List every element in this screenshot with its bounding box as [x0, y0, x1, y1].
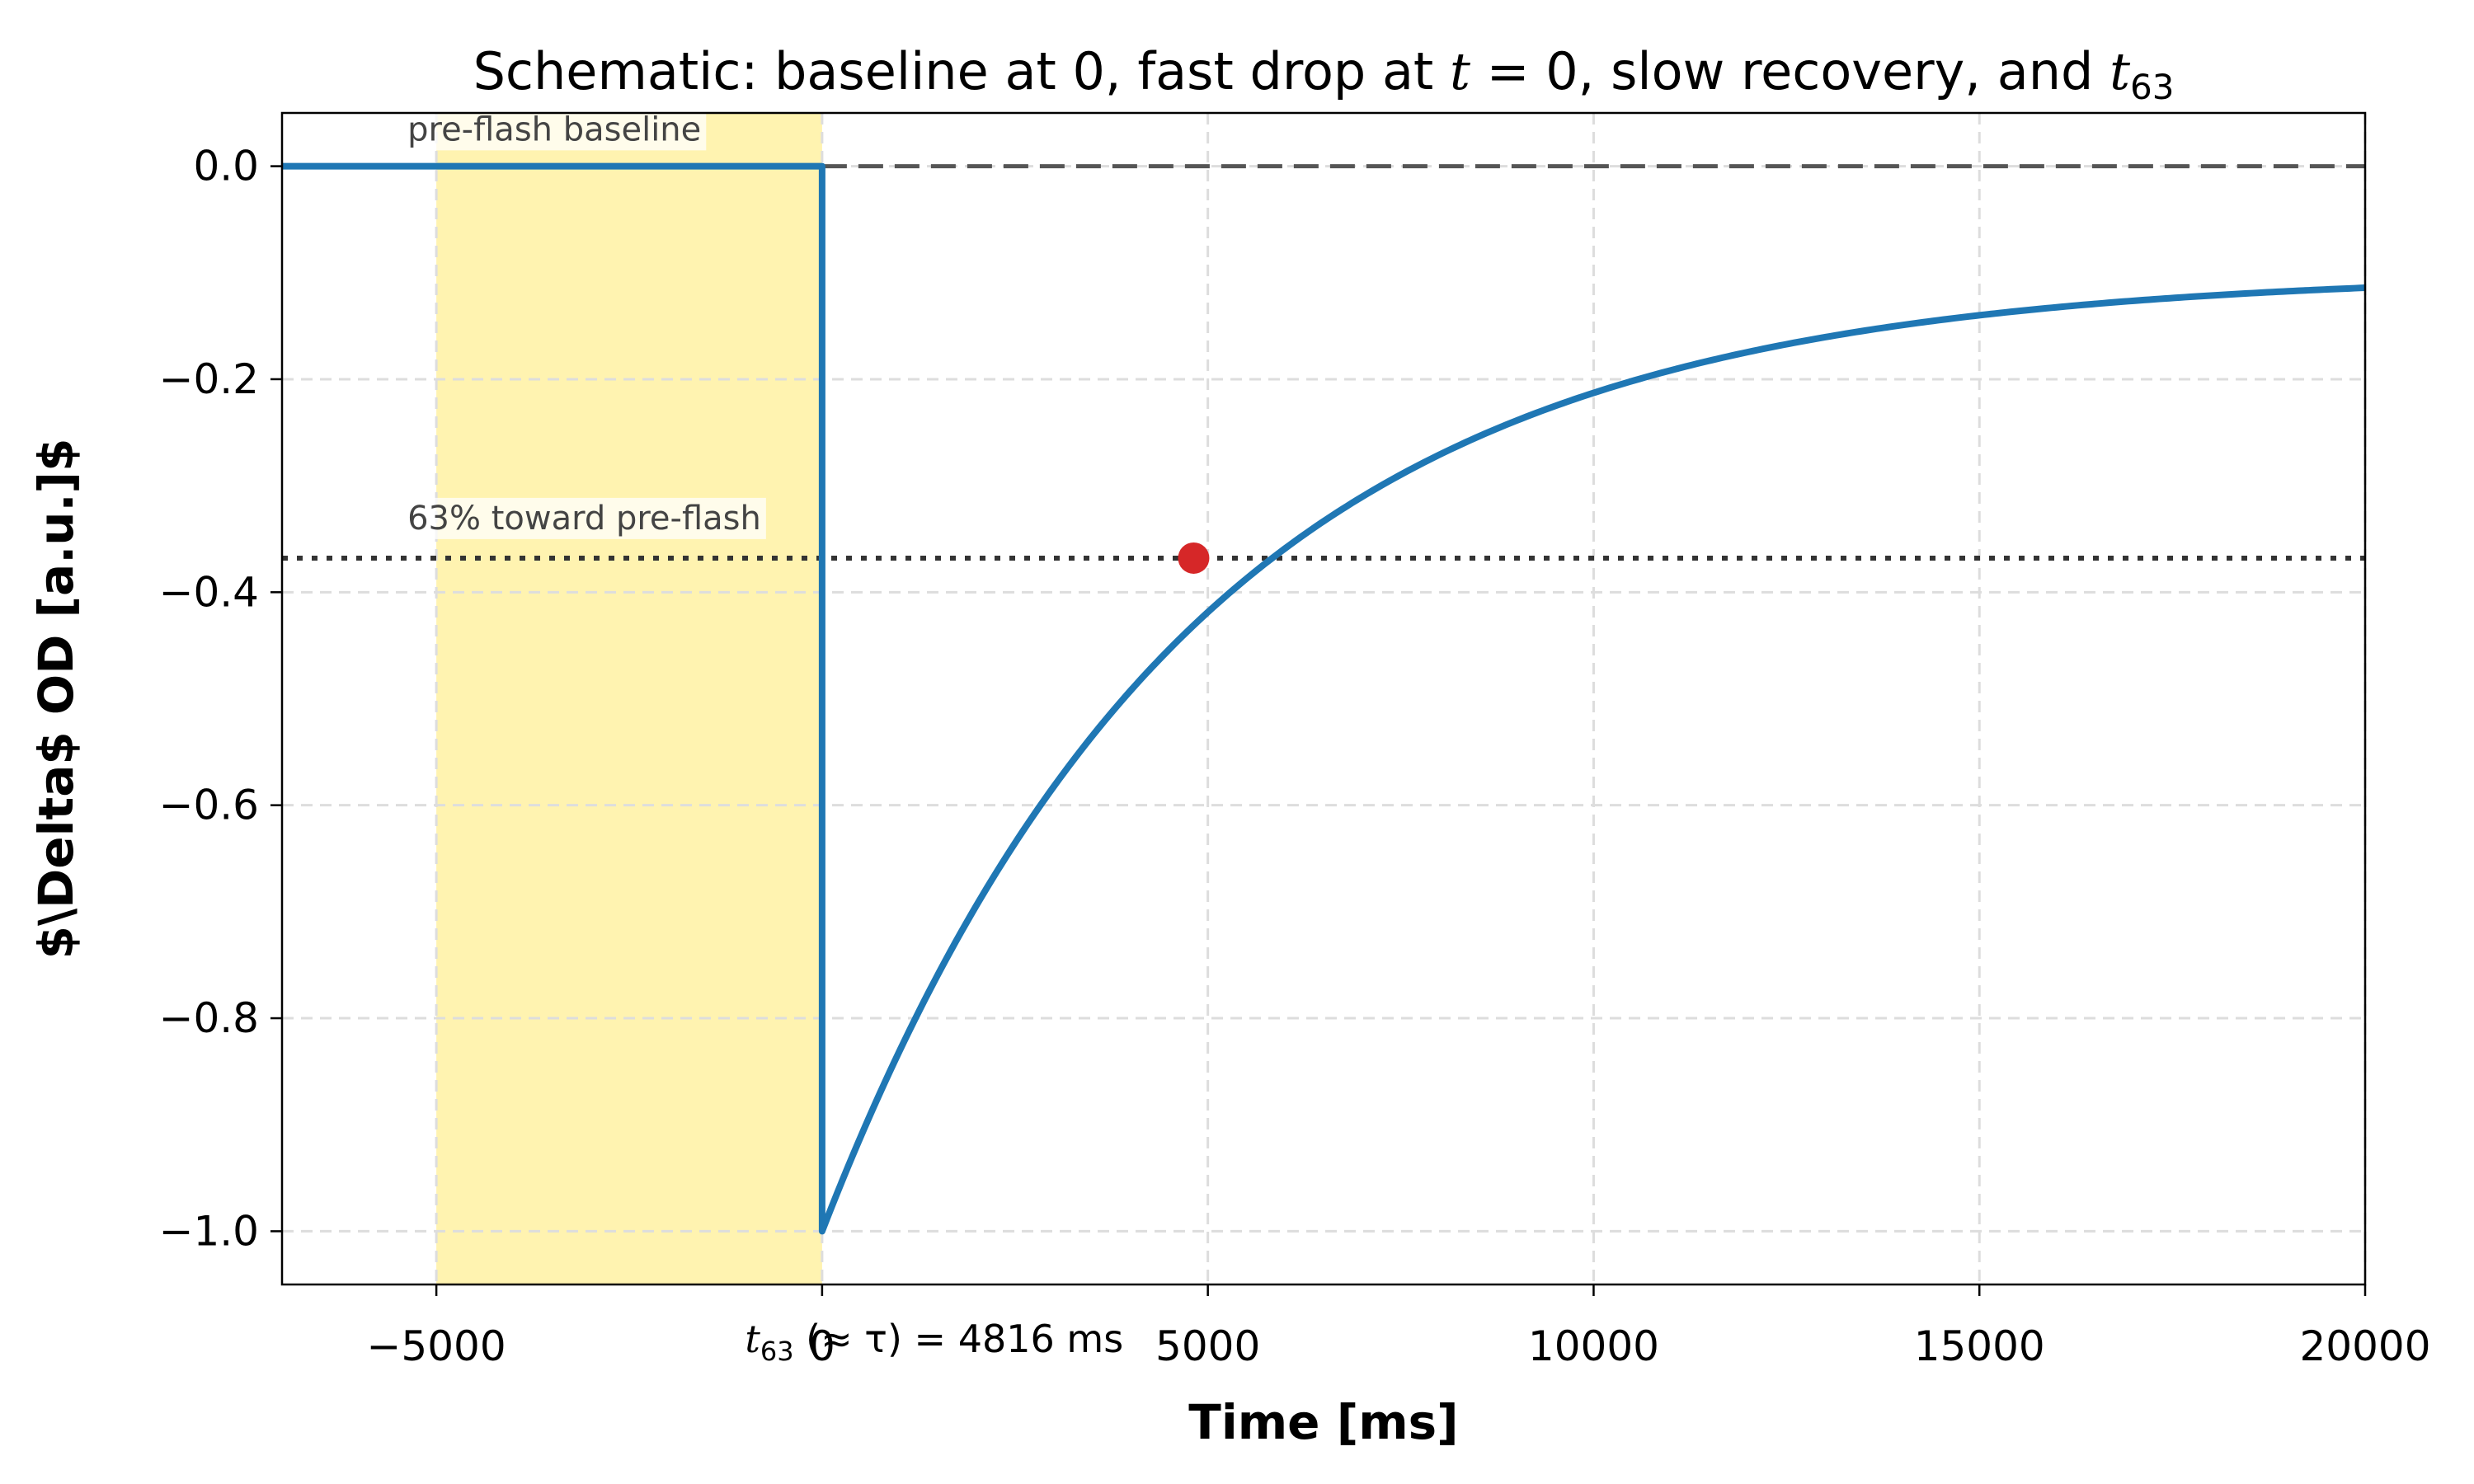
x-tick-label-0: −5000	[367, 1322, 506, 1370]
annotation-0: pre-flash baseline	[407, 110, 701, 148]
title-t63-sub: 63	[2130, 67, 2174, 107]
x-tick-label-2: 5000	[1155, 1322, 1260, 1370]
annotation-box-1	[402, 497, 766, 539]
x-tick-label-1: 0	[809, 1322, 835, 1370]
title-t63-var: t	[2109, 41, 2130, 101]
annotations: pre-flash baseline 63% toward pre-flash	[402, 109, 1210, 574]
t63-sub: 63	[760, 1336, 794, 1367]
y-tick-label-2: −0.4	[159, 568, 259, 616]
series-line-0	[282, 162, 2366, 1235]
y-tick-label-3: −0.6	[159, 782, 259, 829]
axes	[270, 111, 2367, 1296]
y-tick-label-0: 0.0	[193, 143, 259, 190]
chart-title: Schematic: baseline at 0, fast drop at t…	[473, 41, 2175, 107]
x-tick-label-5: 20000	[2299, 1322, 2430, 1370]
x-axis-label: Time [ms]	[1188, 1394, 1458, 1450]
labels: −5000 0 5000 10000 15000 20000 0.0 −0.2 −0.4 −0.6…	[28, 41, 2431, 1450]
x-tick-label-4: 15000	[1914, 1322, 2045, 1370]
t63-var: t	[745, 1317, 760, 1361]
reference-lines	[282, 164, 2365, 561]
title-lead: Schematic: baseline at 0, fast drop at	[473, 41, 1450, 101]
x-tick-label-3: 10000	[1528, 1322, 1659, 1370]
title-eq-zero: = 0, slow recovery, and	[1470, 41, 2109, 101]
y-axis-label: $\Delta$ OD [a.u.]$	[28, 439, 84, 960]
plot-area	[436, 113, 822, 1284]
y-tick-label-1: −0.2	[159, 355, 259, 403]
t63-rest: (≈ τ) = 4816 ms	[794, 1317, 1124, 1361]
annotation-1: 63% toward pre-flash	[407, 500, 761, 538]
t63-marker	[1178, 542, 1210, 574]
title-t-var: t	[1450, 41, 1470, 101]
baseline-window	[436, 113, 822, 1284]
axes-frame	[280, 111, 2367, 1286]
y-tick-label-4: −0.8	[159, 994, 259, 1042]
t63-label: t63 (≈ τ) = 4816 ms	[745, 1317, 1123, 1367]
series-layer	[282, 162, 2366, 1235]
annotation-box-0	[402, 109, 707, 151]
y-tick-label-5: −1.0	[159, 1207, 259, 1255]
